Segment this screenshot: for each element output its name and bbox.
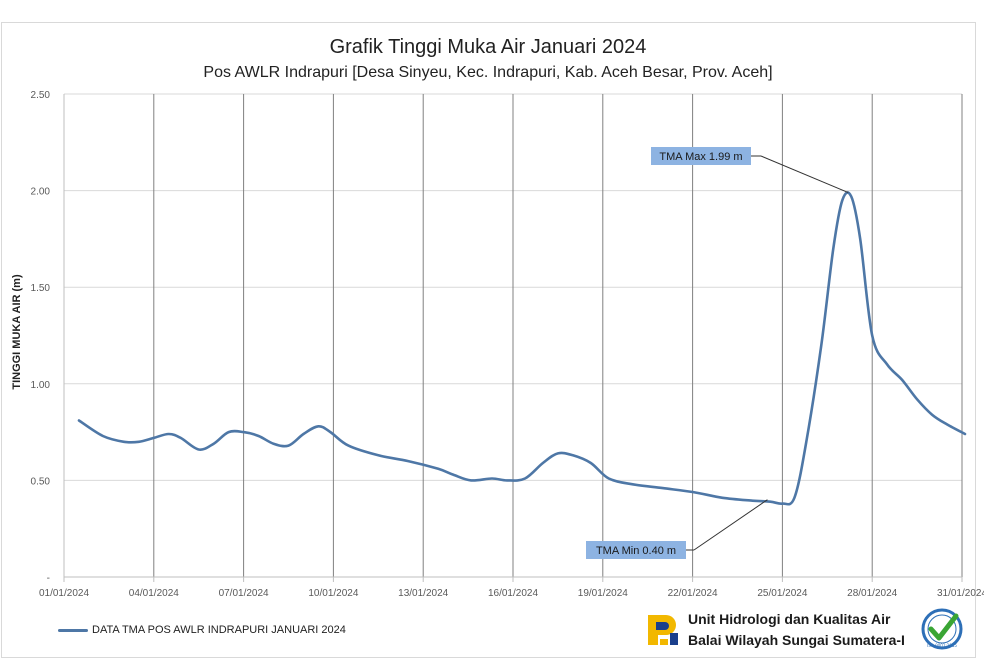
y-tick-label: - — [47, 573, 50, 584]
annotation-leader — [693, 499, 768, 551]
y-tick-label: 0.50 — [31, 476, 51, 487]
organization-block: Unit Hidrologi dan Kualitas Air Balai Wi… — [644, 607, 969, 653]
x-tick-label: 04/01/2024 — [129, 588, 179, 599]
x-tick-label: 25/01/2024 — [757, 588, 807, 599]
certified-badge-icon: ISO 9001:2015 — [921, 608, 963, 650]
badge-text: ISO 9001:2015 — [927, 643, 957, 648]
chart-subtitle: Pos AWLR Indrapuri [Desa Sinyeu, Kec. In… — [203, 64, 773, 81]
annotation-box — [651, 147, 751, 165]
x-tick-label: 22/01/2024 — [668, 588, 718, 599]
chart-title: Grafik Tinggi Muka Air Januari 2024 — [329, 36, 647, 58]
series-line — [77, 191, 967, 506]
x-tick-label: 13/01/2024 — [398, 588, 448, 599]
legend: DATA TMA POS AWLR INDRAPURI JANUARI 2024 — [58, 622, 346, 638]
x-tick-label: 07/01/2024 — [219, 588, 269, 599]
org-agency-name: Balai Wilayah Sungai Sumatera-I — [688, 632, 905, 648]
legend-swatch — [58, 628, 88, 632]
legend-label: DATA TMA POS AWLR INDRAPURI JANUARI 2024 — [92, 624, 346, 636]
x-tick-label: 28/01/2024 — [847, 588, 897, 599]
annotation-box — [586, 541, 686, 559]
annotation-leader — [760, 155, 849, 193]
x-tick-label: 16/01/2024 — [488, 588, 538, 599]
y-tick-label: 1.00 — [31, 380, 51, 391]
x-tick-label: 19/01/2024 — [578, 588, 628, 599]
annotation-label: TMA Max 1.99 m — [659, 151, 742, 163]
y-tick-label: 2.00 — [31, 187, 51, 198]
y-tick-label: 1.50 — [31, 283, 51, 294]
chart-frame — [1, 22, 976, 658]
x-tick-label: 31/01/2024 — [937, 588, 984, 599]
org-unit-name: Unit Hidrologi dan Kualitas Air — [688, 611, 891, 627]
x-tick-label: 01/01/2024 — [39, 588, 89, 599]
x-tick-label: 10/01/2024 — [308, 588, 358, 599]
annotation-label: TMA Min 0.40 m — [596, 545, 676, 557]
pu-logo-icon — [644, 609, 680, 649]
y-tick-label: 2.50 — [31, 90, 51, 101]
